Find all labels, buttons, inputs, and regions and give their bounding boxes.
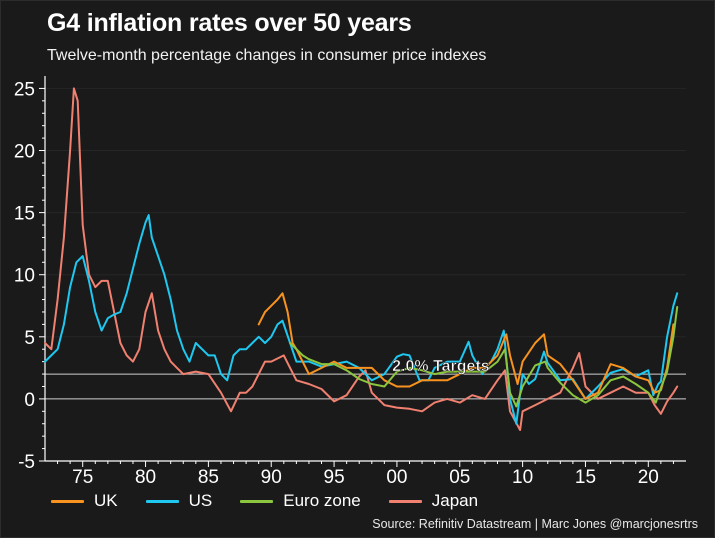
chart-title: G4 inflation rates over 50 years <box>47 9 412 37</box>
x-tick-label: 05 <box>449 467 470 488</box>
x-tick-label: 15 <box>575 467 596 488</box>
legend-swatch-euro-zone <box>240 499 274 503</box>
legend-item-us: US <box>145 491 213 511</box>
legend-label-japan: Japan <box>431 491 479 510</box>
legend-swatch-uk <box>51 499 84 503</box>
legend-swatch-japan <box>388 499 422 503</box>
y-tick-label: 20 <box>14 142 35 163</box>
x-tick-label: 00 <box>386 467 407 488</box>
series-line-us <box>44 214 679 425</box>
legend: UK US Euro zone Japan <box>51 491 506 511</box>
x-tick-label: 80 <box>135 467 156 488</box>
legend-label-us: US <box>188 491 213 510</box>
legend-label-euro-zone: Euro zone <box>283 491 361 510</box>
y-tick-label: 0 <box>24 390 35 411</box>
legend-label-uk: UK <box>94 491 118 510</box>
legend-item-uk: UK <box>51 491 118 511</box>
y-tick-label: 5 <box>24 328 35 349</box>
series-line-euro-zone <box>289 306 679 408</box>
target-annotation: 2.0% Targets <box>392 358 490 375</box>
series-line-japan <box>44 87 679 431</box>
x-tick-label: 75 <box>72 467 93 488</box>
legend-item-japan: Japan <box>388 491 479 511</box>
legend-item-euro-zone: Euro zone <box>240 491 361 511</box>
x-tick-label: 20 <box>638 467 659 488</box>
x-tick-label: 90 <box>261 467 282 488</box>
y-tick-label: -5 <box>18 452 35 473</box>
legend-swatch-us <box>145 499 179 503</box>
source-credit: Source: Refinitiv Datastream | Marc Jone… <box>372 517 698 531</box>
y-tick-label: 15 <box>14 204 35 225</box>
x-tick-label: 85 <box>198 467 219 488</box>
chart-subtitle: Twelve-month percentage changes in consu… <box>47 47 487 64</box>
y-tick-label: 10 <box>14 266 35 287</box>
x-tick-label: 95 <box>324 467 345 488</box>
y-tick-label: 25 <box>14 79 35 100</box>
x-tick-label: 10 <box>512 467 533 488</box>
